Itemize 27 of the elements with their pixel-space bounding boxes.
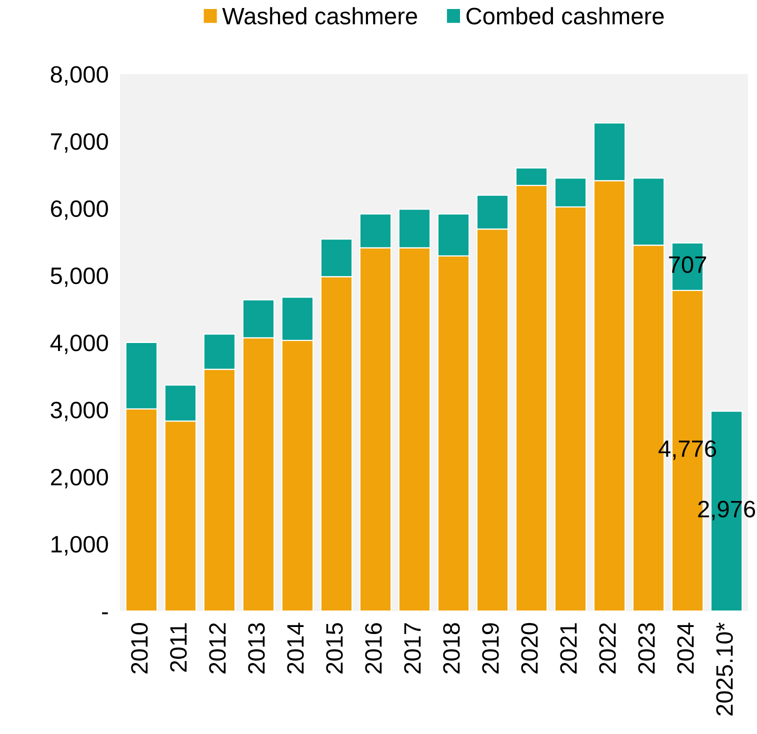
y-tick-label: 1,000: [52, 536, 108, 556]
x-tick-label: 2015: [326, 623, 343, 674]
x-tick-label: 2023: [638, 623, 655, 674]
y-tick-label: 2,000: [50, 468, 108, 488]
x-tick-label: 2021: [560, 623, 577, 674]
x-tick-label: 2022: [599, 623, 616, 674]
legend-label: Combed cashmere: [466, 7, 664, 24]
x-tick-label: 2017: [404, 623, 421, 674]
y-tick-label: 5,000: [50, 267, 108, 287]
x-tick-label: 2020: [521, 623, 538, 674]
y-tick-label: 8,000: [50, 66, 108, 86]
y-tick-label: -: [102, 612, 108, 614]
y-tick-label: 3,000: [50, 402, 108, 422]
x-tick-label: 2018: [443, 623, 460, 674]
x-tick-label: 2010: [131, 623, 148, 674]
legend-label: Washed cashmere: [222, 7, 418, 24]
x-tick-label: 2025.10*: [716, 622, 733, 716]
y-tick-label: 6,000: [51, 200, 108, 220]
y-tick-label: 7,000: [51, 133, 108, 153]
x-tick-label: 2024: [677, 622, 694, 674]
x-tick-label: 2012: [209, 623, 226, 674]
x-tick-label: 2014: [287, 622, 304, 674]
x-tick-label: 2016: [365, 623, 382, 674]
x-tick-label: 2019: [482, 623, 499, 674]
x-tick-label: 2013: [248, 623, 265, 674]
y-tick-label: 4,000: [50, 334, 108, 354]
x-tick-label: 2011: [170, 623, 187, 672]
